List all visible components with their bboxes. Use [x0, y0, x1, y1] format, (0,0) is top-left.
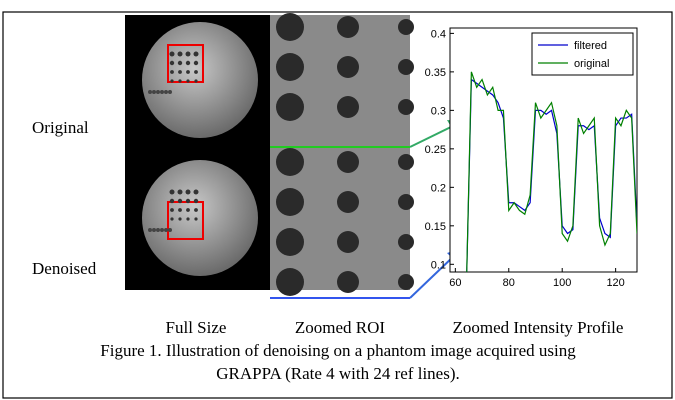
phantom-dot [186, 199, 190, 203]
figure: Original Denoised Full Size Zoomed ROI Z… [0, 0, 675, 400]
zoom-dot [337, 151, 359, 173]
zoom-dot [337, 56, 359, 78]
phantom-dot [186, 79, 189, 82]
phantom-dot [186, 208, 190, 212]
phantom-dot [148, 90, 152, 94]
phantom-dot [160, 228, 164, 232]
zoom-dot [337, 231, 359, 253]
caption-line: GRAPPA (Rate 4 with 24 ref lines). [216, 364, 460, 383]
legend-label: filtered [574, 40, 607, 52]
y-tick-label: 0.35 [425, 67, 446, 79]
phantom-dot [170, 190, 175, 195]
zoom-dot [276, 13, 304, 41]
legend-label: original [574, 58, 609, 70]
column-label: Full Size [166, 318, 227, 337]
zoom-dot [276, 93, 304, 121]
phantom-dot [178, 208, 182, 212]
y-tick-label: 0.15 [425, 221, 446, 233]
phantom-dot [186, 217, 189, 220]
phantom-dot [186, 70, 190, 74]
zoom-dot [276, 228, 304, 256]
phantom-dot [194, 190, 199, 195]
phantom-dot [156, 228, 160, 232]
phantom-dot [152, 228, 156, 232]
zoom-dot [276, 188, 304, 216]
zoom-dot [398, 274, 414, 290]
phantom-dot [178, 61, 182, 65]
phantom-dot [178, 190, 183, 195]
phantom-dot [194, 70, 198, 74]
phantom-dot [194, 61, 198, 65]
phantom-dot [160, 90, 164, 94]
phantom-dot [170, 208, 174, 212]
phantom-dot [170, 52, 175, 57]
phantom-dot [170, 79, 173, 82]
phantom-dot [178, 52, 183, 57]
phantom-dot [170, 199, 174, 203]
phantom-dot [152, 90, 156, 94]
column-label: Zoomed ROI [295, 318, 386, 337]
caption-line: Figure 1. Illustration of denoising on a… [100, 341, 576, 360]
zoom-dot [398, 194, 414, 210]
zoom-dot [276, 268, 304, 296]
y-tick-label: 0.2 [431, 182, 446, 194]
phantom-dot [170, 217, 173, 220]
phantom-dot [170, 70, 174, 74]
phantom-dot [168, 228, 172, 232]
x-tick-label: 100 [553, 277, 571, 289]
zoom-dot [337, 191, 359, 213]
zoom-dot [398, 19, 414, 35]
zoom-dot [398, 59, 414, 75]
y-tick-label: 0.3 [431, 105, 446, 117]
phantom-dot [194, 79, 197, 82]
phantom-dot [178, 199, 182, 203]
phantom [142, 160, 258, 276]
column-label: Zoomed Intensity Profile [453, 318, 624, 337]
phantom-dot [194, 199, 198, 203]
zoom-dot [398, 154, 414, 170]
zoom-dot [337, 16, 359, 38]
phantom-dot [186, 61, 190, 65]
phantom [142, 22, 258, 138]
x-tick-label: 80 [503, 277, 515, 289]
zoom-dot [337, 96, 359, 118]
x-tick-label: 120 [606, 277, 624, 289]
x-tick-label: 60 [449, 277, 461, 289]
y-tick-label: 0.4 [431, 28, 446, 40]
row-label: Denoised [32, 259, 97, 278]
phantom-dot [186, 52, 191, 57]
phantom-dot [156, 90, 160, 94]
zoom-dot [276, 53, 304, 81]
phantom-dot [148, 228, 152, 232]
phantom-dot [164, 228, 168, 232]
phantom-dot [168, 90, 172, 94]
y-tick-label: 0.25 [425, 144, 446, 156]
phantom-dot [178, 217, 181, 220]
y-tick-label: 0.1 [431, 259, 446, 271]
zoom-dot [276, 148, 304, 176]
phantom-dot [194, 217, 197, 220]
phantom-dot [186, 190, 191, 195]
phantom-dot [178, 79, 181, 82]
phantom-dot [170, 61, 174, 65]
phantom-dot [194, 208, 198, 212]
zoom-dot [398, 234, 414, 250]
row-label: Original [32, 118, 89, 137]
zoom-dot [337, 271, 359, 293]
phantom-dot [194, 52, 199, 57]
phantom-dot [164, 90, 168, 94]
zoom-dot [398, 99, 414, 115]
phantom-dot [178, 70, 182, 74]
